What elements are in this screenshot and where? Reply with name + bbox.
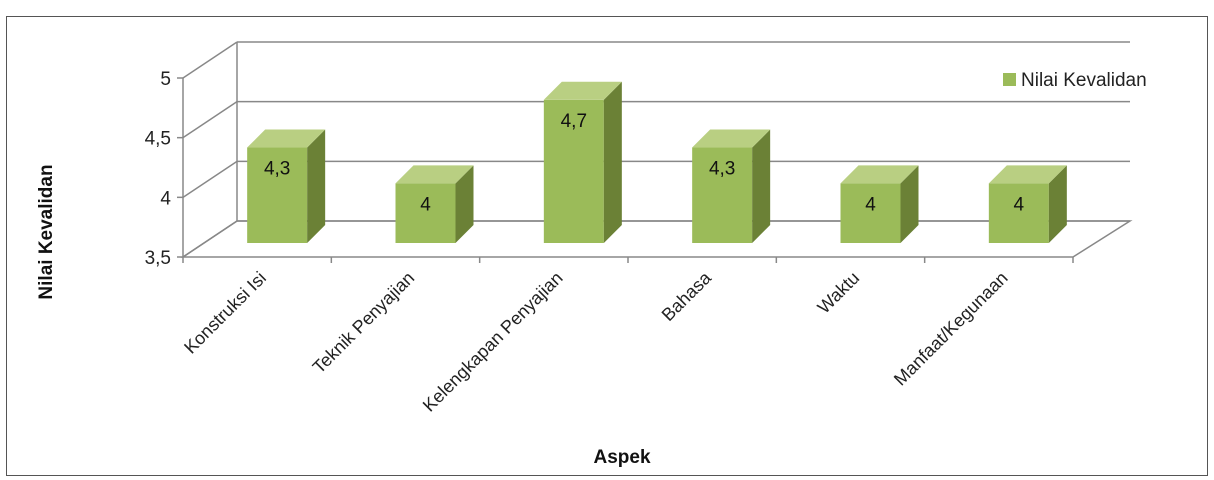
gridline-depth xyxy=(182,41,238,79)
bar-front xyxy=(247,147,308,243)
gridline-depth xyxy=(182,160,238,198)
x-category-label: Manfaat/Kegunaan xyxy=(890,268,1012,390)
bar-front xyxy=(692,147,753,243)
bar-1: 4 xyxy=(395,165,474,243)
gridline-depth xyxy=(182,101,238,139)
legend: Nilai Kevalidan xyxy=(1003,70,1147,91)
floor-outline xyxy=(180,220,1133,258)
bar-front xyxy=(395,183,456,243)
bar-top xyxy=(543,81,622,100)
bar-5: 4 xyxy=(988,165,1067,243)
bars: 4,3 4 4,7 4,3 4 4 xyxy=(247,81,1067,243)
data-label: 4 xyxy=(1014,194,1025,215)
bar-side xyxy=(752,129,771,243)
bar-top xyxy=(395,165,474,184)
x-category-label: Bahasa xyxy=(658,267,716,325)
x-category-label: Kelengkapan Penyajian xyxy=(419,268,567,416)
legend-label: Nilai Kevalidan xyxy=(1021,70,1147,91)
x-category-label: Teknik Penyajian xyxy=(309,268,419,378)
bar-front xyxy=(988,183,1049,243)
data-label: 4,3 xyxy=(264,159,290,180)
bar-2: 4,7 xyxy=(543,81,622,243)
legend-swatch xyxy=(1003,73,1016,86)
bar-3: 4,3 xyxy=(692,129,771,243)
bar-0: 4,3 xyxy=(247,129,326,243)
bar-side xyxy=(603,81,622,243)
chart-floor xyxy=(180,220,1133,263)
y-tick-label: 3,5 xyxy=(145,248,171,269)
bar-side xyxy=(900,165,919,243)
bar-top xyxy=(692,129,771,148)
data-label: 4,7 xyxy=(561,111,587,132)
y-axis: 3,5 4 4,5 5 xyxy=(145,69,183,269)
bar-front xyxy=(543,99,604,243)
y-tick-label: 5 xyxy=(160,69,171,90)
x-axis-title: Aspek xyxy=(593,447,650,468)
data-label: 4 xyxy=(865,194,876,215)
x-category-label: Konstruksi Isi xyxy=(180,268,270,358)
bar-side xyxy=(307,129,326,243)
bar-top xyxy=(247,129,326,148)
bar-front xyxy=(840,183,901,243)
data-label: 4,3 xyxy=(709,159,735,180)
y-axis-title: Nilai Kevalidan xyxy=(36,164,57,299)
bar-side xyxy=(1048,165,1067,243)
bar-top xyxy=(988,165,1067,184)
y-tick-label: 4,5 xyxy=(145,129,171,150)
chart-walls xyxy=(182,42,238,257)
x-category-label: Waktu xyxy=(814,268,864,318)
gridlines xyxy=(182,41,1130,258)
bar-top xyxy=(840,165,919,184)
data-label: 4 xyxy=(420,194,431,215)
y-tick-label: 4 xyxy=(160,188,171,209)
x-axis-labels: Konstruksi Isi Teknik Penyajian Kelengkapa… xyxy=(180,267,1012,416)
bar-4: 4 xyxy=(840,165,919,243)
bar-side xyxy=(455,165,474,243)
